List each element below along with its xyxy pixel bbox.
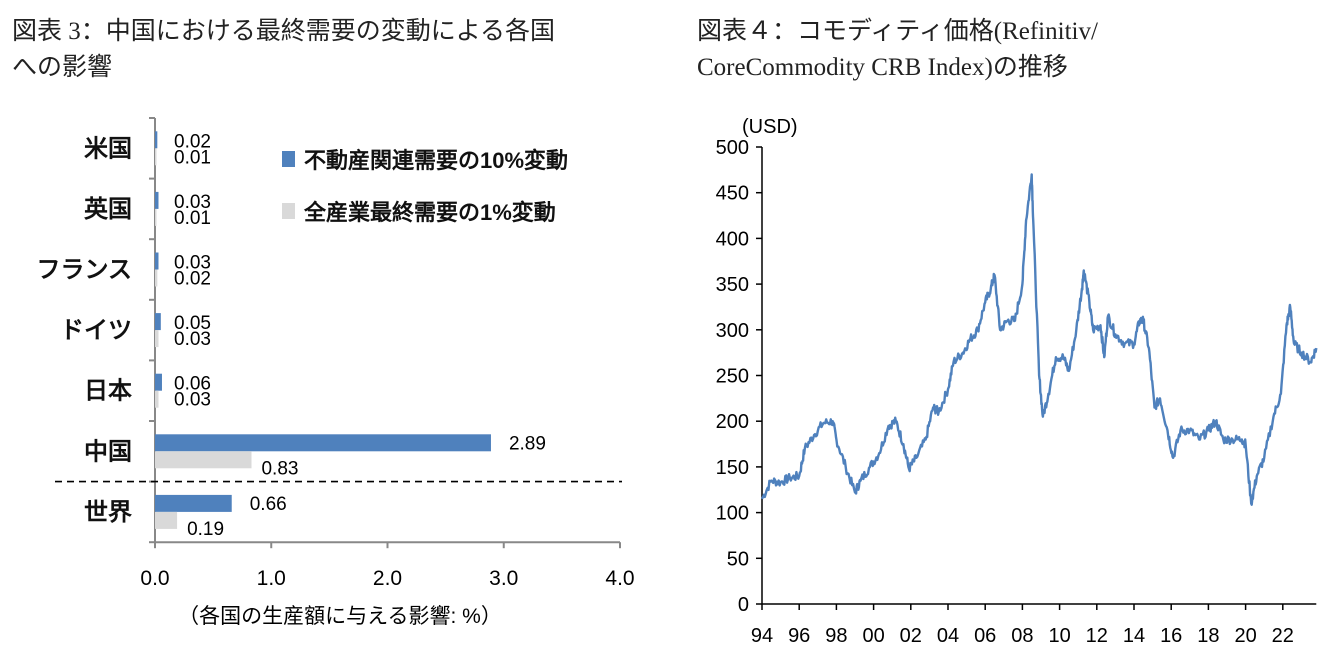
y-tick-label: 450	[716, 183, 749, 205]
right-title-line2: CoreCommodity CRB Index)の推移	[697, 54, 1068, 81]
y-tick-label: 350	[716, 274, 749, 296]
bar-all-industry	[155, 451, 252, 469]
data-label: 0.05	[174, 313, 211, 334]
data-label: 2.89	[509, 433, 546, 454]
legend-swatch	[282, 151, 295, 167]
y-tick-label: 250	[716, 366, 749, 388]
y-tick-label: 0	[738, 594, 749, 616]
y-tick-label: 150	[716, 457, 749, 479]
x-tick-label: 2.0	[373, 567, 402, 590]
category-label: 世界	[84, 499, 132, 526]
x-tick-label: 4.0	[605, 567, 634, 590]
x-tick-label: 1.0	[257, 567, 286, 590]
x-tick-label: 14	[1123, 625, 1145, 647]
category-label: 中国	[84, 438, 132, 465]
x-tick-label: 20	[1234, 625, 1256, 647]
data-label: 0.03	[174, 390, 211, 411]
right-title-line1: 図表４：コモディティ価格(Refinitiv/	[697, 18, 1098, 45]
category-label: 日本	[84, 378, 132, 405]
x-tick-label: 00	[862, 625, 884, 647]
data-label: 0.01	[174, 208, 211, 229]
data-label: 0.83	[261, 458, 298, 479]
right-chart-title: 図表４：コモディティ価格(Refinitiv/ CoreCommodity CR…	[697, 14, 1098, 86]
bar-property	[155, 373, 162, 391]
y-tick-label: 500	[716, 137, 749, 159]
bar-all-industry	[155, 390, 159, 408]
crb-index-series-line	[760, 173, 1318, 506]
y-tick-label: 200	[716, 411, 749, 433]
y-tick-label: 100	[716, 503, 749, 525]
category-label: 英国	[84, 196, 132, 223]
x-tick-label: 12	[1086, 625, 1108, 647]
x-tick-label: 0.0	[140, 567, 169, 590]
left-title-line1: 図表 3：中国における最終需要の変動による各国	[12, 18, 556, 45]
data-label: 0.02	[174, 131, 211, 152]
x-axis-title: （各国の生産額に与える影響: %）	[178, 605, 502, 628]
data-label: 0.06	[174, 374, 211, 395]
x-tick-label: 3.0	[489, 567, 518, 590]
legend-swatch	[282, 203, 295, 219]
bar-property	[155, 191, 159, 209]
x-tick-label: 18	[1197, 625, 1219, 647]
data-label: 0.03	[174, 329, 211, 350]
left-chart-title: 図表 3：中国における最終需要の変動による各国 への影響	[12, 14, 555, 86]
bar-all-industry	[155, 269, 158, 287]
legend-label: 不動産関連需要の10%変動	[304, 148, 568, 173]
bar-all-industry	[155, 511, 178, 529]
legend-label: 全産業最終需要の1%変動	[303, 200, 556, 225]
category-label: ドイツ	[60, 317, 132, 344]
bar-property	[155, 434, 491, 452]
left-title-line2: への影響	[12, 54, 113, 81]
data-label: 0.19	[187, 519, 224, 540]
x-tick-label: 96	[788, 625, 810, 647]
y-tick-label: 50	[727, 548, 749, 570]
x-tick-label: 22	[1272, 625, 1294, 647]
bar-property	[155, 313, 161, 331]
y-tick-label: 400	[716, 228, 749, 250]
data-label: 0.02	[174, 269, 211, 290]
data-label: 0.03	[174, 192, 211, 213]
x-tick-label: 16	[1160, 625, 1182, 647]
bar-property	[155, 131, 158, 149]
bar-all-industry	[155, 148, 157, 166]
category-label: フランス	[36, 257, 132, 284]
x-tick-label: 98	[825, 625, 847, 647]
x-tick-label: 06	[974, 625, 996, 647]
y-tick-label: 300	[716, 320, 749, 342]
category-label: 米国	[84, 135, 132, 162]
data-label: 0.03	[174, 253, 211, 274]
x-tick-label: 02	[900, 625, 922, 647]
data-label: 0.01	[174, 147, 211, 168]
x-tick-label: 10	[1048, 625, 1070, 647]
x-tick-label: 08	[1011, 625, 1033, 647]
data-label: 0.66	[250, 494, 287, 515]
y-axis-unit: (USD)	[742, 116, 798, 138]
x-tick-label: 94	[751, 625, 773, 647]
bar-all-industry	[155, 208, 157, 226]
bar-property	[155, 494, 232, 512]
bar-property	[155, 252, 159, 270]
bar-all-industry	[155, 330, 159, 348]
x-tick-label: 04	[937, 625, 959, 647]
